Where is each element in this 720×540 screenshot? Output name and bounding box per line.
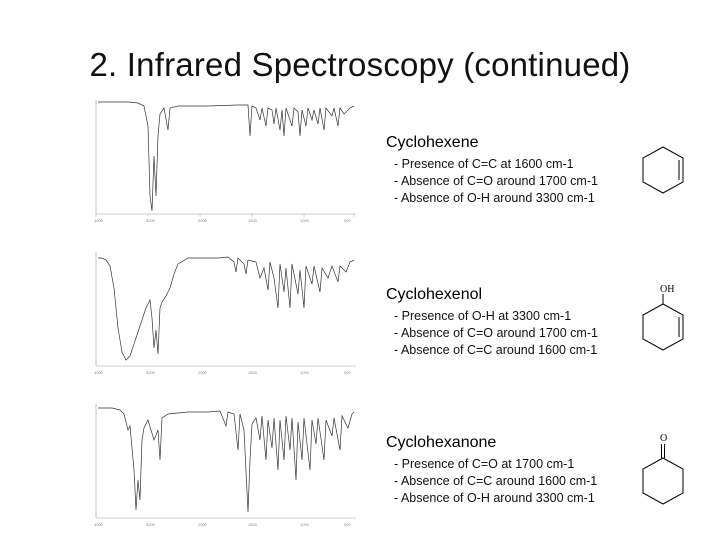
svg-text:1000: 1000 xyxy=(300,522,310,527)
note-item: - Absence of C=C around 1600 cm-1 xyxy=(394,474,598,488)
compound-name: Cyclohexene xyxy=(386,134,479,151)
note-item: - Presence of C=O at 1700 cm-1 xyxy=(394,457,575,471)
axis-ticks: 4000 3000 2000 1500 1000 500 xyxy=(94,370,351,375)
svg-text:500: 500 xyxy=(344,218,351,223)
compound-name: Cyclohexenol xyxy=(386,286,483,303)
svg-text:4000: 4000 xyxy=(94,370,104,375)
svg-text:500: 500 xyxy=(344,522,351,527)
axis-ticks: 4000 3000 2000 1500 1000 500 xyxy=(94,522,351,527)
cyclohexenol-structure: OH xyxy=(642,284,684,351)
compound-cyclohexanone: Cyclohexanone - Presence of C=O at 1700 … xyxy=(386,434,597,507)
cyclohexene-structure xyxy=(642,146,684,194)
svg-text:1500: 1500 xyxy=(248,218,258,223)
svg-text:1000: 1000 xyxy=(300,370,310,375)
svg-text:2000: 2000 xyxy=(198,522,208,527)
substituent-label: OH xyxy=(660,284,674,295)
svg-text:4000: 4000 xyxy=(94,218,104,223)
axis-ticks: 4000 3000 2000 1500 1000 500 xyxy=(94,218,351,223)
ir-spectrum-cyclohexene: 4000 3000 2000 1500 1000 500 xyxy=(88,96,360,226)
note-item: - Absence of O-H around 3300 cm-1 xyxy=(394,191,595,205)
note-item: - Absence of O-H around 3300 cm-1 xyxy=(394,491,595,505)
cyclohexanone-structure: O xyxy=(642,433,684,505)
note-item: - Presence of O-H at 3300 cm-1 xyxy=(394,309,572,323)
svg-text:4000: 4000 xyxy=(94,522,104,527)
svg-text:2000: 2000 xyxy=(198,218,208,223)
compound-cyclohexene: Cyclohexene - Presence of C=C at 1600 cm… xyxy=(386,134,598,207)
note-item: - Absence of C=O around 1700 cm-1 xyxy=(394,326,598,340)
compound-cyclohexenol: Cyclohexenol - Presence of O-H at 3300 c… xyxy=(386,286,598,359)
svg-text:3000: 3000 xyxy=(146,370,156,375)
ir-spectrum-cyclohexenol: 4000 3000 2000 1500 1000 500 xyxy=(88,248,360,378)
svg-text:1000: 1000 xyxy=(300,218,310,223)
note-item: - Absence of C=O around 1700 cm-1 xyxy=(394,174,598,188)
substituent-label: O xyxy=(660,433,667,444)
compound-name: Cyclohexanone xyxy=(386,434,497,451)
svg-text:500: 500 xyxy=(344,370,351,375)
compound-notes: - Presence of O-H at 3300 cm-1 - Absence… xyxy=(386,308,598,359)
slide-title: 2. Infrared Spectroscopy (continued) xyxy=(89,46,631,83)
note-item: - Presence of C=C at 1600 cm-1 xyxy=(394,157,574,171)
svg-text:2000: 2000 xyxy=(198,370,208,375)
svg-text:1500: 1500 xyxy=(248,370,258,375)
compound-notes: - Presence of C=C at 1600 cm-1 - Absence… xyxy=(386,156,598,207)
ir-spectrum-cyclohexanone: 4000 3000 2000 1500 1000 500 xyxy=(88,400,360,530)
svg-text:1500: 1500 xyxy=(248,522,258,527)
svg-text:3000: 3000 xyxy=(146,522,156,527)
note-item: - Absence of C=C around 1600 cm-1 xyxy=(394,343,598,357)
svg-text:3000: 3000 xyxy=(146,218,156,223)
compound-notes: - Presence of C=O at 1700 cm-1 - Absence… xyxy=(386,456,597,507)
